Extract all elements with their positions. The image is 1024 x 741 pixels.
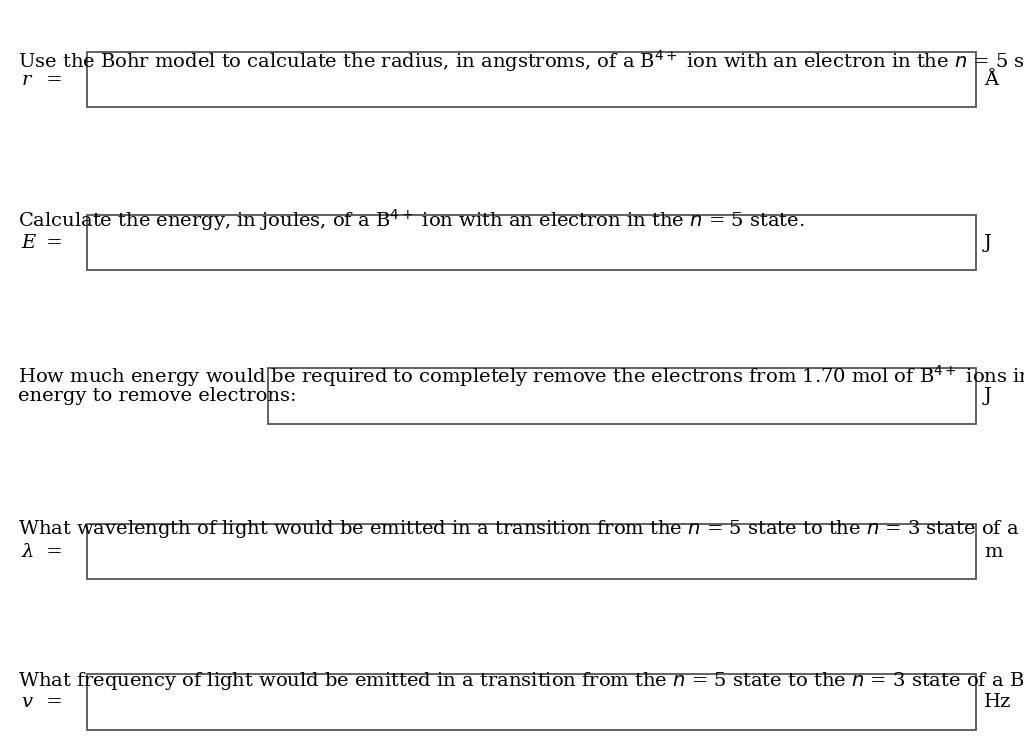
Text: Hz: Hz [984, 693, 1012, 711]
Bar [268, 368, 976, 424]
Text: Å: Å [984, 70, 998, 89]
Text: Use the Bohr model to calculate the radius, in angstroms, of a B$^{4+}$ ion with: Use the Bohr model to calculate the radi… [18, 48, 1024, 74]
Text: =: = [40, 233, 62, 252]
Text: How much energy would be required to completely remove the electrons from 1.70 m: How much energy would be required to com… [18, 363, 1024, 389]
Text: r: r [22, 70, 31, 89]
Text: =: = [40, 70, 62, 89]
Bar [87, 674, 976, 730]
Bar [87, 524, 976, 579]
Text: J: J [984, 387, 992, 405]
Text: =: = [40, 542, 62, 561]
Text: λ: λ [22, 542, 34, 561]
Text: m: m [984, 542, 1002, 561]
Text: E: E [22, 233, 36, 252]
Bar [87, 52, 976, 107]
Text: J: J [984, 233, 992, 252]
Text: =: = [40, 693, 62, 711]
Text: What wavelength of light would be emitted in a transition from the $\mathit{n}$ : What wavelength of light would be emitte… [18, 515, 1024, 541]
Text: v: v [22, 693, 33, 711]
Bar [87, 215, 976, 270]
Text: What frequency of light would be emitted in a transition from the $\mathit{n}$ =: What frequency of light would be emitted… [18, 667, 1024, 693]
Text: energy to remove electrons:: energy to remove electrons: [18, 387, 297, 405]
Text: Calculate the energy, in joules, of a B$^{4+}$ ion with an electron in the $\mat: Calculate the energy, in joules, of a B$… [18, 207, 805, 233]
